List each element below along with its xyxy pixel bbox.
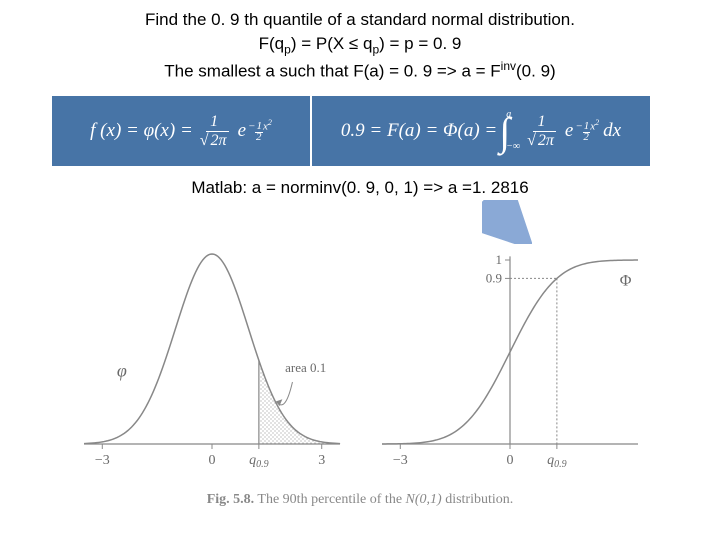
svg-text:0.9: 0.9 [486,270,502,285]
charts: −3 0 3 q0.9 φ area 0.1 1 0.9 −3 0 q0.9 Φ [74,226,650,484]
h2-mid1: ) = P(X ≤ q [291,34,373,53]
svg-text:0: 0 [507,453,514,468]
fr-up: a [506,110,520,120]
fl-exp-top: −1x2 [248,119,272,133]
fr-exp-top: −1x2 [575,119,599,133]
header-line1: Find the 0. 9 th quantile of a standard … [0,8,720,32]
svg-text:−3: −3 [95,453,110,468]
fr-lo: −∞ [506,142,520,152]
svg-text:Φ: Φ [620,272,632,289]
fl-exp-d: 2 [256,132,262,143]
cap-bold: Fig. 5.8. [207,492,254,507]
svg-text:q0.9: q0.9 [249,453,268,470]
fl-exp-sq: 2 [268,118,272,127]
fr-den: 2π [523,132,560,150]
fl-sqrt: 2π [200,132,229,150]
fr-lhs: 0.9 = F(a) = Φ(a) = [341,120,497,142]
fl-frac: 1 2π [196,113,233,150]
figure-caption: Fig. 5.8. The 90th percentile of the N(0… [0,492,720,508]
cap-pre: The 90th percentile of the [254,492,405,507]
fl-sqrt-body: 2π [209,131,229,149]
fr-exp-d: 2 [583,132,589,143]
header-text: Find the 0. 9 th quantile of a standard … [0,8,720,83]
h2-pre: F(q [259,34,285,53]
svg-text:q0.9: q0.9 [547,453,567,470]
h2-sub1: p [284,42,291,56]
fl-e: e [238,120,246,142]
svg-text:3: 3 [318,453,325,468]
fr-e: e [565,120,573,142]
svg-text:0: 0 [209,453,216,468]
h3-pre: The smallest a such that F(a) = 0. 9 => … [164,62,500,81]
fr-num: 1 [533,113,549,132]
fr-lims: a −∞ [506,110,520,152]
fr-sqrt-body: 2π [536,131,556,149]
svg-text:1: 1 [496,252,503,267]
svg-text:φ: φ [117,360,127,380]
fr-frac: 1 2π [523,113,560,150]
fr-exp-sq: 2 [595,118,599,127]
fl-exp: −1x2 2 [248,119,272,144]
svg-text:−3: −3 [393,453,408,468]
cap-dist: N(0,1) [406,492,442,507]
matlab-text: Matlab: a = norminv(0. 9, 0, 1) => a =1.… [0,178,720,198]
header-line2: F(qp) = P(X ≤ qp) = p = 0. 9 [0,32,720,58]
h3-post: (0. 9) [516,62,556,81]
h2-mid2: ) = p = 0. 9 [379,34,461,53]
formula-pdf: f (x) = φ(x) = 1 2π e −1x2 2 [52,96,310,166]
h3-sup: inv [501,59,516,73]
cap-post: distribution. [442,492,514,507]
fr-dx: dx [603,120,621,142]
fl-den: 2π [196,132,233,150]
fr-exp: −1x2 2 [575,119,599,144]
fr-neg: − [575,120,582,132]
fl-num: 1 [206,113,222,132]
fl-lhs: f (x) = φ(x) = [90,120,193,142]
formula-cdf: 0.9 = F(a) = Φ(a) = ∫ a −∞ 1 2π e −1x2 2… [312,96,650,166]
header-line3: The smallest a such that F(a) = 0. 9 => … [0,58,720,83]
fr-sqrt: 2π [527,132,556,150]
svg-text:area 0.1: area 0.1 [285,360,326,375]
